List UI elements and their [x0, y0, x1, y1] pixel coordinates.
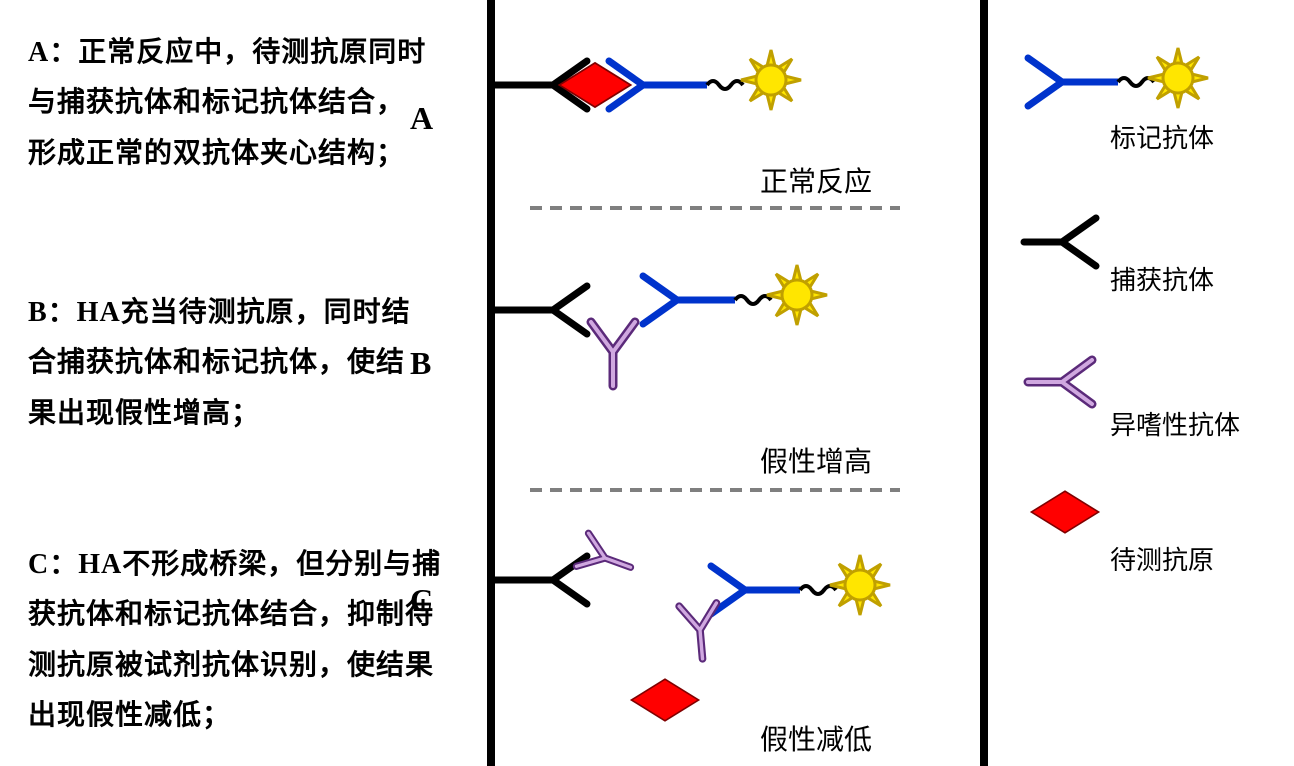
legend-antigen-icon [1010, 480, 1160, 560]
legend-labeled-icon [1010, 40, 1260, 130]
panel-c-graphic [495, 510, 935, 760]
legend-hetero-icon [1010, 340, 1160, 430]
legend-capture-icon [1010, 200, 1160, 290]
panel-a-graphic [495, 30, 915, 180]
panel-b-graphic [495, 240, 915, 470]
diagram-root: A：正常反应中，待测抗原同时与捕获抗体和标记抗体结合，形成正常的双抗体夹心结构；… [0, 0, 1294, 766]
